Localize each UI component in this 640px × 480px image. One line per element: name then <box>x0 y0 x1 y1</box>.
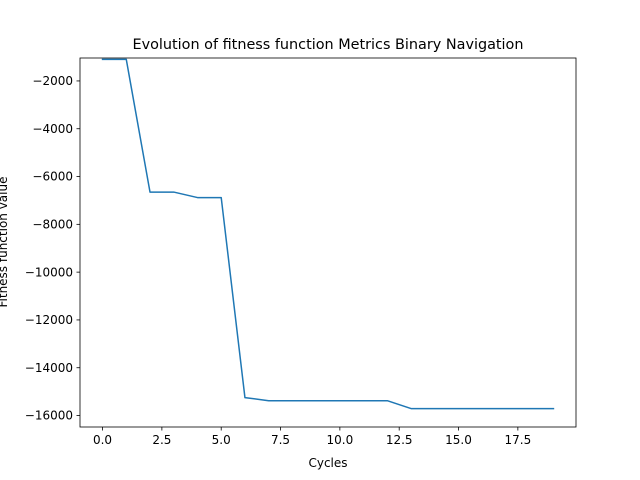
axes-frame <box>79 57 577 428</box>
x-tick-label: 10.0 <box>327 433 354 447</box>
y-tick-label: −8000 <box>32 218 73 232</box>
y-tick-label: −4000 <box>32 122 73 136</box>
x-tick-label: 7.5 <box>271 433 290 447</box>
plot-area: 0.0 2.5 5.0 7.5 10.0 12.5 15.0 17.5 −16000 −14000… <box>25 57 577 447</box>
x-tick-label: 15.0 <box>445 433 472 447</box>
y-tick-label: −14000 <box>25 361 73 375</box>
x-tick-label: 17.5 <box>504 433 531 447</box>
x-tick-label: 2.5 <box>152 433 171 447</box>
x-tick-label: 12.5 <box>386 433 413 447</box>
y-tick-label: −12000 <box>25 313 73 327</box>
y-tick-label: −6000 <box>32 170 73 184</box>
x-tick-label: 0.0 <box>93 433 112 447</box>
series-line-0 <box>101 58 555 410</box>
x-tick-label: 5.0 <box>212 433 231 447</box>
y-tick-label: −2000 <box>32 74 73 88</box>
y-axis-title: Fitness function value <box>0 177 10 308</box>
chart-title: Evolution of fitness function Metrics Bi… <box>133 37 524 53</box>
y-tick-label: −16000 <box>25 409 73 423</box>
y-tick-label: −10000 <box>25 265 73 279</box>
x-axis-title: Cycles <box>308 456 347 470</box>
